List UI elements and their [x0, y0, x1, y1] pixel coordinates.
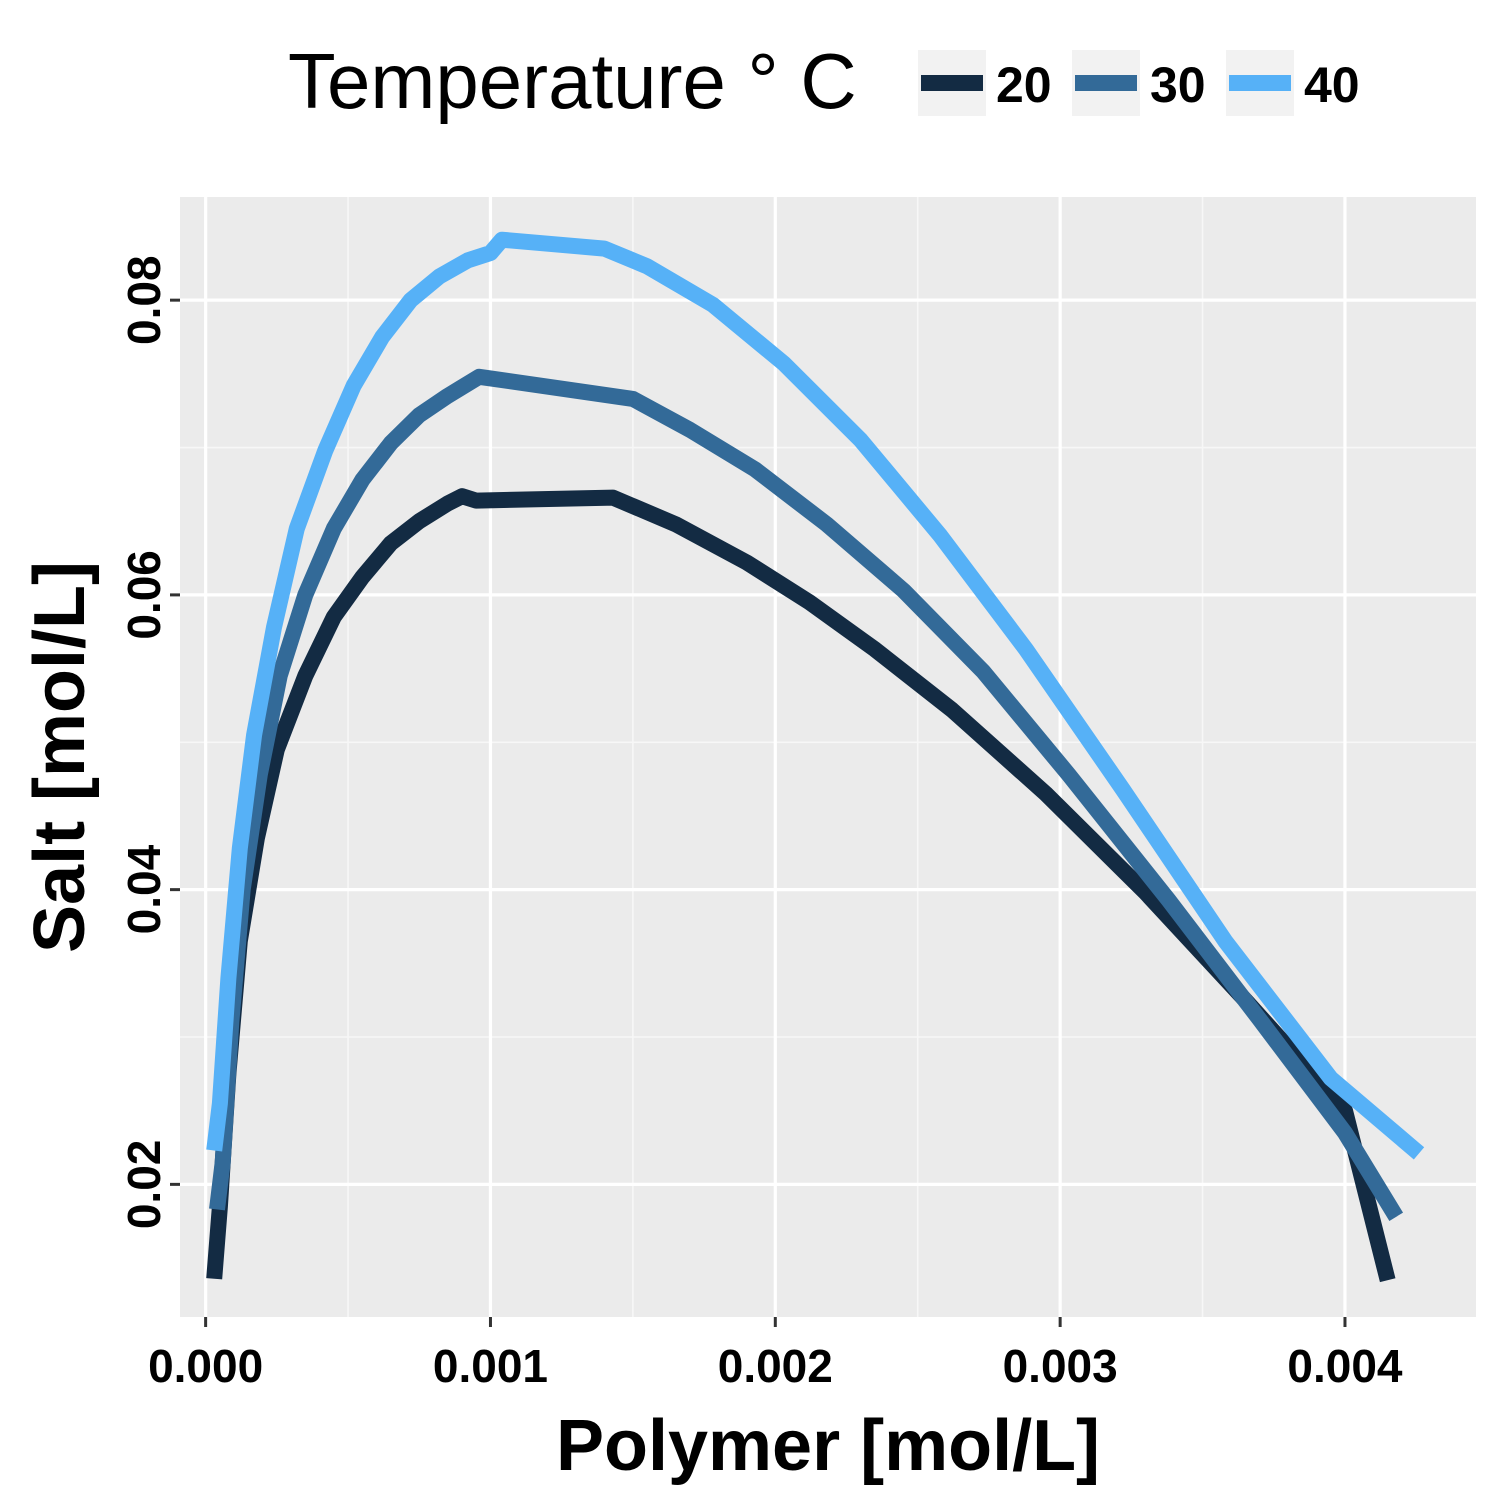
- legend: Temperature ° C 20 30 40: [288, 37, 1360, 125]
- legend-title: Temperature ° C: [288, 37, 857, 125]
- y-tick-label: 0.08: [118, 255, 170, 345]
- x-axis-title: Polymer [mol/L]: [556, 1406, 1100, 1486]
- series-line-40: [206, 231, 1425, 1160]
- plot-panel: [180, 197, 1476, 1317]
- y-tick-label: 0.04: [118, 844, 170, 934]
- series-line-30: [209, 368, 1404, 1221]
- legend-label-30: 30: [1150, 57, 1206, 113]
- y-tick-label: 0.02: [118, 1140, 170, 1230]
- legend-label-40: 40: [1304, 57, 1360, 113]
- x-tick-label: 0.004: [1287, 1340, 1403, 1392]
- x-tick-label: 0.000: [148, 1340, 263, 1392]
- x-tick-label: 0.002: [718, 1340, 833, 1392]
- y-tick-label: 0.06: [118, 550, 170, 640]
- y-axis-title: Salt [mol/L]: [20, 561, 100, 953]
- x-tick-label: 0.001: [433, 1340, 548, 1392]
- x-tick-label: 0.003: [1003, 1340, 1118, 1392]
- legend-label-20: 20: [996, 57, 1052, 113]
